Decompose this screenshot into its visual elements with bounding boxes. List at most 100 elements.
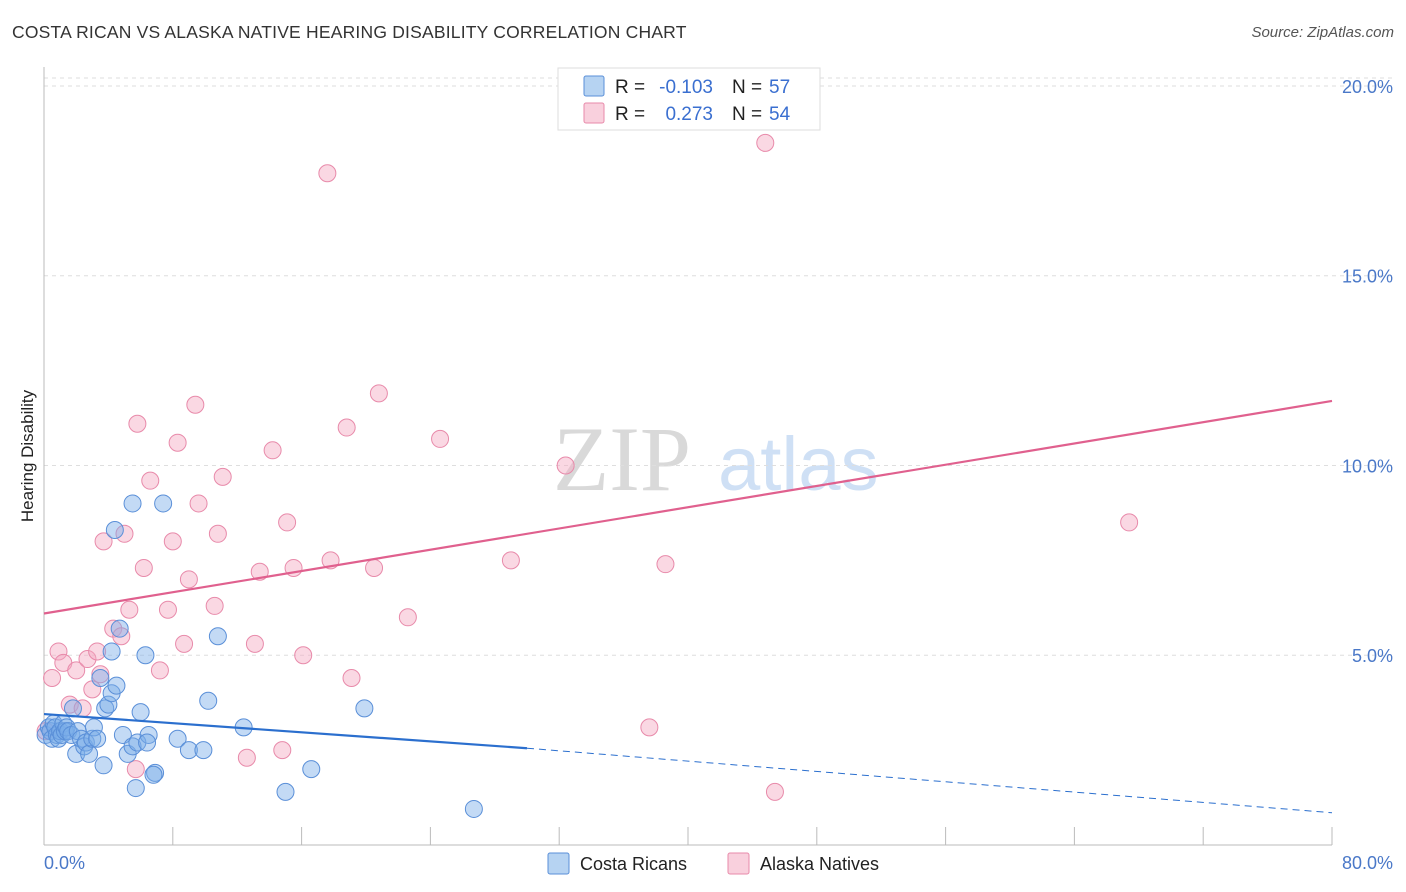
x-ticks [43,827,1333,845]
legend-r-label-1: R = [615,104,645,125]
alaska-natives-point-1 [43,669,62,688]
alaska-natives-point-13 [112,627,131,646]
alaska-natives-point-31 [237,748,256,767]
alaska-natives-point-21 [158,600,177,619]
alaska-natives-point-39 [318,164,337,183]
alaska-natives-point-26 [186,395,205,414]
costa-ricans-point-51 [208,627,227,646]
alaska-natives-point-14 [115,524,134,543]
costa-ricans-point-50 [199,691,218,710]
alaska-natives-point-45 [398,608,417,627]
alaska-natives-point-53 [1120,513,1139,532]
costa-ricans-point-32 [105,521,124,540]
alaska-natives-point-27 [189,494,208,513]
legend-swatch-costa-ricans [583,75,605,97]
costa-ricans-point-24 [88,729,107,748]
y-tick-labels: 5.0% 10.0% 15.0% 20.0% [1342,77,1393,666]
costa-ricans-point-40 [131,703,150,722]
costa-ricans-point-41 [136,646,155,665]
alaska-natives-point-49 [640,718,659,737]
costa-ricans-point-31 [102,642,121,661]
alaska-natives-point-19 [141,471,160,490]
costa-ricans-point-48 [179,741,198,760]
costa-ricans-point-53 [276,782,295,801]
costa-ricans-point-55 [355,699,374,718]
watermark-atlas: atlas [718,422,879,507]
trend-lines [43,399,1333,814]
alaska-natives-point-30 [213,467,232,486]
costa-ricans-point-26 [94,756,113,775]
alaska-natives-point-46 [431,429,450,448]
alaska-natives-point-32 [245,634,264,653]
alaska-natives-point-38 [294,646,313,665]
alaska-natives-point-44 [369,384,388,403]
legend-n-value-0: 57 [769,77,790,98]
alaska-natives-point-28 [205,596,224,615]
x-tick-label-max: 80.0% [1342,853,1393,873]
series-legend-swatch-alaska-natives [727,852,750,875]
alaska-natives-point-33 [250,562,269,581]
alaska-natives-point-18 [134,558,153,577]
costa-ricans-point-39 [126,779,145,798]
alaska-natives-point-42 [342,669,361,688]
legend-swatch-alaska-natives [583,102,605,124]
chart-title: COSTA RICAN VS ALASKA NATIVE HEARING DIS… [12,22,687,42]
costa-ricans-points [36,494,483,818]
costa-ricans-point-25 [91,669,110,688]
series-legend: Costa Ricans Alaska Natives [547,852,879,875]
costa-ricans-point-22 [83,729,102,748]
watermark-zip: ZIP [553,408,691,510]
alaska-natives-point-2 [49,642,68,661]
costa-ricans-point-15 [63,699,82,718]
y-tick-label-0: 5.0% [1352,646,1393,666]
legend-r-value-1: 0.273 [665,104,713,125]
y-tick-label-2: 15.0% [1342,267,1393,287]
alaska-natives-point-47 [501,551,520,570]
alaska-natives-point-50 [656,555,675,574]
x-tick-label-min: 0.0% [44,853,85,873]
gridlines [44,77,1393,656]
alaska-natives-point-51 [756,133,775,152]
costa-ricans-point-30 [107,676,126,695]
trend-line-alaska-natives [43,399,1333,615]
legend-n-label-1: N = [732,104,762,125]
y-axis-title: Hearing Disability [18,389,37,522]
alaska-natives-point-23 [168,433,187,452]
alaska-natives-point-17 [128,414,147,433]
trend-line-costa-ricans-extrapolated [526,747,1333,814]
chart-source: Source: ZipAtlas.com [1251,24,1394,41]
legend-n-label-0: N = [732,77,762,98]
costa-ricans-point-42 [139,725,158,744]
series-legend-swatch-costa-ricans [547,852,570,875]
series-legend-label-costa-ricans: Costa Ricans [580,854,687,874]
alaska-natives-point-48 [556,456,575,475]
costa-ricans-point-43 [138,733,157,752]
y-tick-label-1: 10.0% [1342,456,1393,476]
alaska-natives-point-43 [365,558,384,577]
alaska-natives-point-5 [67,661,86,680]
alaska-natives-point-52 [765,782,784,801]
costa-ricans-point-21 [80,744,99,763]
costa-ricans-point-46 [154,494,173,513]
series-legend-label-alaska-natives: Alaska Natives [760,854,879,874]
alaska-natives-point-11 [94,532,113,551]
alaska-natives-point-34 [263,441,282,460]
legend-r-label-0: R = [615,77,645,98]
costa-ricans-point-47 [168,729,187,748]
legend-r-value-0: -0.103 [659,77,713,98]
alaska-natives-point-20 [150,661,169,680]
alaska-natives-point-35 [273,741,292,760]
costa-ricans-point-23 [84,718,103,737]
alaska-natives-point-22 [163,532,182,551]
alaska-natives-point-16 [126,760,145,779]
trend-line-costa-ricans [43,712,528,750]
costa-ricans-point-33 [110,619,129,638]
costa-ricans-point-49 [194,741,213,760]
alaska-natives-point-41 [337,418,356,437]
costa-ricans-point-54 [302,760,321,779]
alaska-natives-points [36,133,1139,801]
alaska-natives-point-15 [120,600,139,619]
costa-ricans-point-37 [123,494,142,513]
costa-ricans-point-28 [99,695,118,714]
